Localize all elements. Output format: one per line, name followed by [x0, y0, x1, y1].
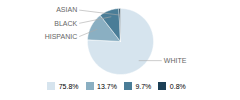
html-text:0.8%: 0.8%: [169, 82, 186, 90]
svg-text:BLACK: BLACK: [54, 20, 77, 27]
svg-text:ASIAN: ASIAN: [56, 6, 77, 13]
html-text:13.7%: 13.7%: [97, 82, 117, 90]
svg-text:WHITE: WHITE: [164, 57, 187, 64]
html-text:75.8%: 75.8%: [58, 82, 79, 90]
html-text:9.7%: 9.7%: [135, 82, 152, 90]
svg-text:HISPANIC: HISPANIC: [45, 33, 78, 40]
